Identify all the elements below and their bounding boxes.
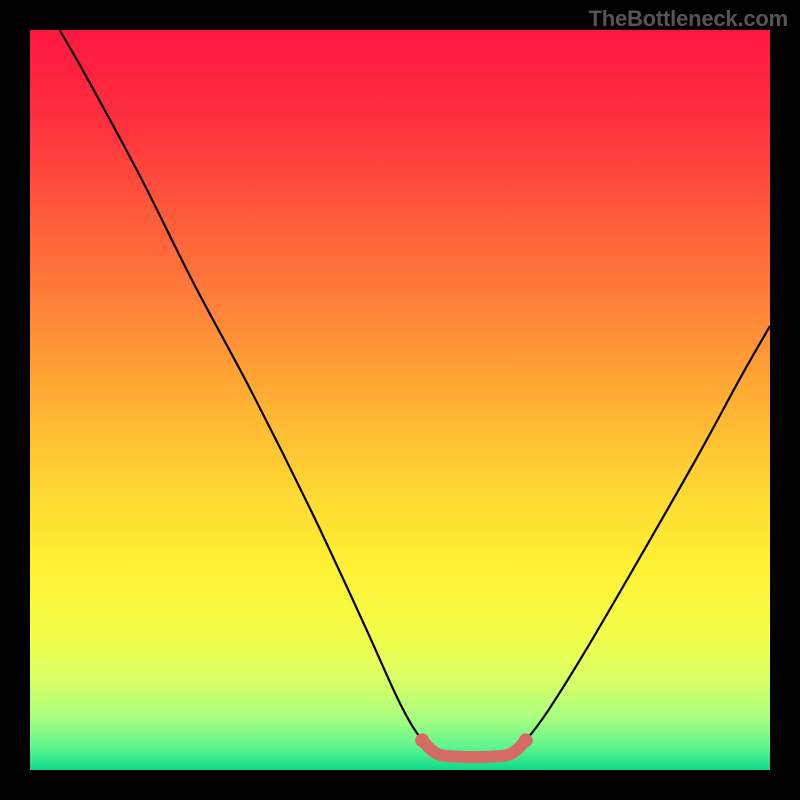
highlight-end-marker (519, 733, 533, 747)
chart-container: TheBottleneck.com (0, 0, 800, 800)
watermark-text: TheBottleneck.com (588, 6, 788, 32)
highlight-start-marker (415, 733, 429, 747)
plot-background (30, 30, 770, 770)
chart-svg (0, 0, 800, 800)
